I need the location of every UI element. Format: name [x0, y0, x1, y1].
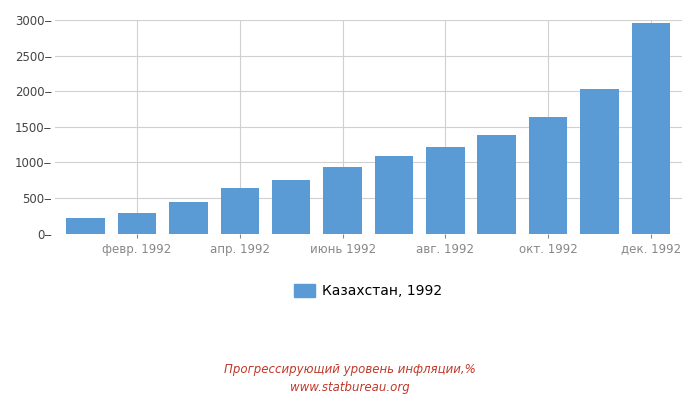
Bar [118, 212, 156, 234]
Bar [631, 23, 670, 234]
Bar [426, 147, 465, 234]
Bar [477, 135, 516, 234]
Bar [272, 180, 311, 234]
Text: Прогрессирующий уровень инфляции,%: Прогрессирующий уровень инфляции,% [224, 364, 476, 376]
Bar [528, 117, 567, 234]
Bar [374, 156, 413, 234]
Bar [323, 167, 362, 234]
Legend: Казахстан, 1992: Казахстан, 1992 [289, 279, 448, 304]
Bar [220, 188, 259, 234]
Bar [169, 202, 208, 234]
Bar [580, 89, 619, 234]
Bar [66, 218, 105, 234]
Text: www.statbureau.org: www.statbureau.org [290, 382, 410, 394]
